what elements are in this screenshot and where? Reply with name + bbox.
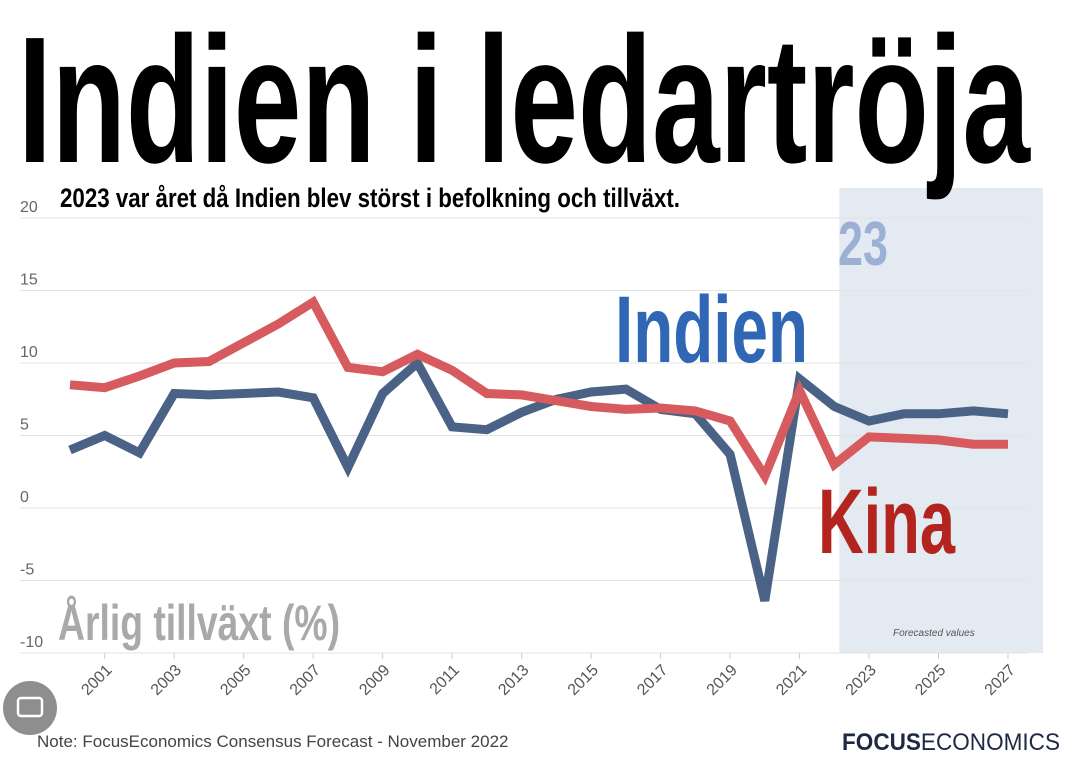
y-tick-label: 5: [20, 417, 29, 434]
y-axis-label: Årlig tillväxt (%): [58, 595, 340, 651]
x-tick-label: 2009: [356, 662, 393, 699]
camera-icon-body: [16, 696, 44, 718]
note: Note: FocusEconomics Consensus Forecast …: [37, 732, 508, 751]
logo: FOCUSECONOMICS: [842, 729, 1060, 756]
annotation-china: Kina: [818, 471, 956, 573]
logo-bold: FOCUS: [842, 729, 921, 756]
chart-subtitle: 2023 var året då Indien blev störst i be…: [60, 183, 680, 213]
x-tick-label: 2023: [843, 662, 880, 699]
series-line: [68, 355, 1009, 602]
annotation-year: 23: [838, 210, 888, 279]
x-tick-label: 2011: [427, 662, 463, 698]
chart-title: Indien i ledartröja: [18, 0, 1031, 201]
x-tick-label: 2025: [912, 662, 949, 699]
logo-rest: ECONOMICS: [921, 729, 1060, 756]
x-tick-label: 2013: [495, 662, 532, 699]
y-tick-label: -10: [20, 634, 43, 651]
y-tick-label: 0: [20, 489, 29, 506]
x-tick-label: 2001: [78, 662, 115, 699]
x-tick-label: 2007: [287, 662, 324, 699]
y-tick-label: 20: [20, 199, 38, 216]
y-tick-label: -5: [20, 562, 34, 579]
camera-icon: [3, 681, 57, 735]
y-tick-label: 15: [20, 272, 38, 289]
annotation-india: Indien: [615, 277, 808, 383]
x-tick-label: 2027: [982, 662, 1019, 699]
x-tick-label: 2015: [565, 662, 602, 699]
forecast-label: Forecasted values: [893, 628, 975, 639]
y-tick-label: 10: [20, 344, 38, 361]
x-tick-label: 2017: [634, 662, 671, 699]
lines-layer: [68, 295, 1009, 602]
series-line: [69, 295, 1008, 486]
x-tick-label: 2019: [704, 662, 741, 699]
x-tick-label: 2003: [148, 662, 185, 699]
x-tick-label: 2005: [217, 662, 254, 699]
x-tick-label: 2021: [773, 662, 810, 699]
